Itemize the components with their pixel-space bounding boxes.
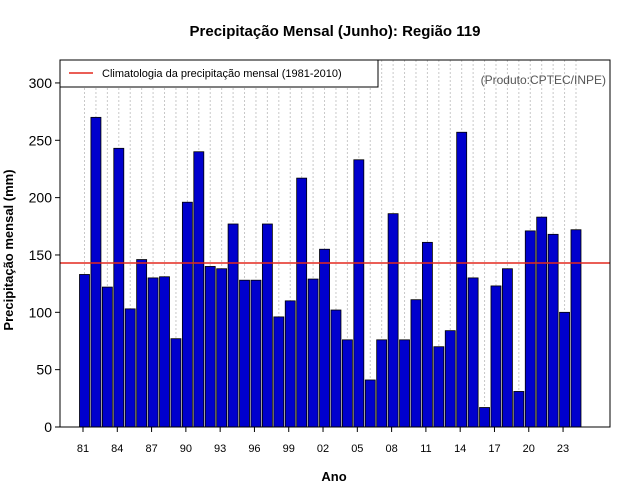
bar-2004 bbox=[341, 339, 353, 428]
bar-2021 bbox=[536, 216, 548, 428]
bar-2008 bbox=[387, 213, 399, 428]
bar-2012 bbox=[433, 346, 445, 428]
x-tick-label: 87 bbox=[145, 443, 157, 455]
x-tick-label: 99 bbox=[283, 443, 295, 455]
bar-1983 bbox=[101, 286, 113, 428]
bar-2001 bbox=[307, 278, 319, 428]
bar-1995 bbox=[239, 279, 250, 428]
bar-1984 bbox=[113, 147, 125, 428]
bar-1998 bbox=[273, 316, 285, 428]
bar-2005 bbox=[353, 159, 365, 428]
y-tick-label: 0 bbox=[44, 419, 52, 435]
x-tick-label: 84 bbox=[111, 443, 123, 455]
bar-2013 bbox=[444, 330, 456, 428]
x-tick-label: 14 bbox=[454, 443, 466, 455]
x-tick-label: 17 bbox=[488, 443, 500, 455]
x-tick-label: 93 bbox=[214, 443, 226, 455]
bar-1997 bbox=[261, 223, 273, 428]
x-tick-label: 11 bbox=[420, 443, 431, 455]
x-tick-label: 05 bbox=[351, 443, 363, 455]
bar-2006 bbox=[364, 379, 376, 428]
bars-group bbox=[79, 116, 582, 428]
bar-2023 bbox=[559, 311, 570, 428]
y-tick-label: 50 bbox=[36, 362, 52, 378]
bar-2007 bbox=[376, 339, 388, 428]
bar-2009 bbox=[399, 339, 410, 428]
x-tick-label: 96 bbox=[248, 443, 260, 455]
bar-2019 bbox=[513, 391, 525, 428]
bar-2024 bbox=[570, 229, 582, 428]
bar-2000 bbox=[296, 177, 308, 428]
bar-2020 bbox=[524, 230, 536, 428]
y-axis-title: Precipitação mensal (mm) bbox=[1, 169, 16, 330]
legend: Climatologia da precipitação mensal (198… bbox=[59, 59, 379, 88]
bar-1999 bbox=[284, 300, 296, 428]
legend-box bbox=[59, 59, 379, 88]
legend-label: Climatologia da precipitação mensal (198… bbox=[102, 68, 342, 80]
bar-1990 bbox=[181, 201, 193, 428]
bar-1987 bbox=[147, 277, 159, 428]
y-tick-label: 200 bbox=[29, 190, 53, 206]
bar-2017 bbox=[490, 285, 502, 428]
bar-1994 bbox=[227, 223, 239, 428]
y-axis: 0 50 100 150 200 250 300 bbox=[29, 75, 60, 435]
bar-1988 bbox=[159, 276, 170, 428]
bar-2003 bbox=[330, 309, 342, 428]
bar-2015 bbox=[467, 277, 479, 428]
bar-1991 bbox=[193, 151, 205, 428]
x-tick-label: 02 bbox=[317, 443, 329, 455]
x-tick-label: 20 bbox=[523, 443, 535, 455]
bar-1985 bbox=[124, 308, 136, 428]
bar-1986 bbox=[136, 259, 148, 428]
bar-1996 bbox=[250, 279, 262, 428]
x-tick-label: 81 bbox=[77, 443, 89, 455]
bar-2018 bbox=[502, 268, 513, 428]
chart-title: Precipitação Mensal (Junho): Região 119 bbox=[190, 23, 481, 40]
x-tick-label: 23 bbox=[557, 443, 569, 455]
bar-1982 bbox=[90, 116, 102, 428]
source-note: (Produto:CPTEC/INPE) bbox=[481, 73, 606, 87]
bar-1992 bbox=[204, 266, 216, 428]
bar-2002 bbox=[319, 248, 330, 428]
y-tick-label: 100 bbox=[29, 304, 53, 320]
bar-2014 bbox=[456, 131, 468, 428]
bar-1981 bbox=[79, 274, 90, 428]
bar-2010 bbox=[410, 299, 422, 428]
x-axis-title: Ano bbox=[321, 469, 346, 484]
bar-1993 bbox=[216, 268, 228, 428]
bar-1989 bbox=[170, 338, 182, 428]
x-tick-label: 08 bbox=[385, 443, 397, 455]
y-tick-label: 300 bbox=[29, 75, 53, 91]
x-axis: 81 84 87 90 93 96 99 02 05 08 11 14 17 20 23 bbox=[77, 427, 569, 455]
bar-2011 bbox=[421, 241, 433, 428]
bar-2016 bbox=[479, 407, 490, 428]
x-tick-label: 90 bbox=[180, 443, 192, 455]
y-tick-label: 250 bbox=[29, 132, 53, 148]
y-tick-label: 150 bbox=[29, 247, 53, 263]
